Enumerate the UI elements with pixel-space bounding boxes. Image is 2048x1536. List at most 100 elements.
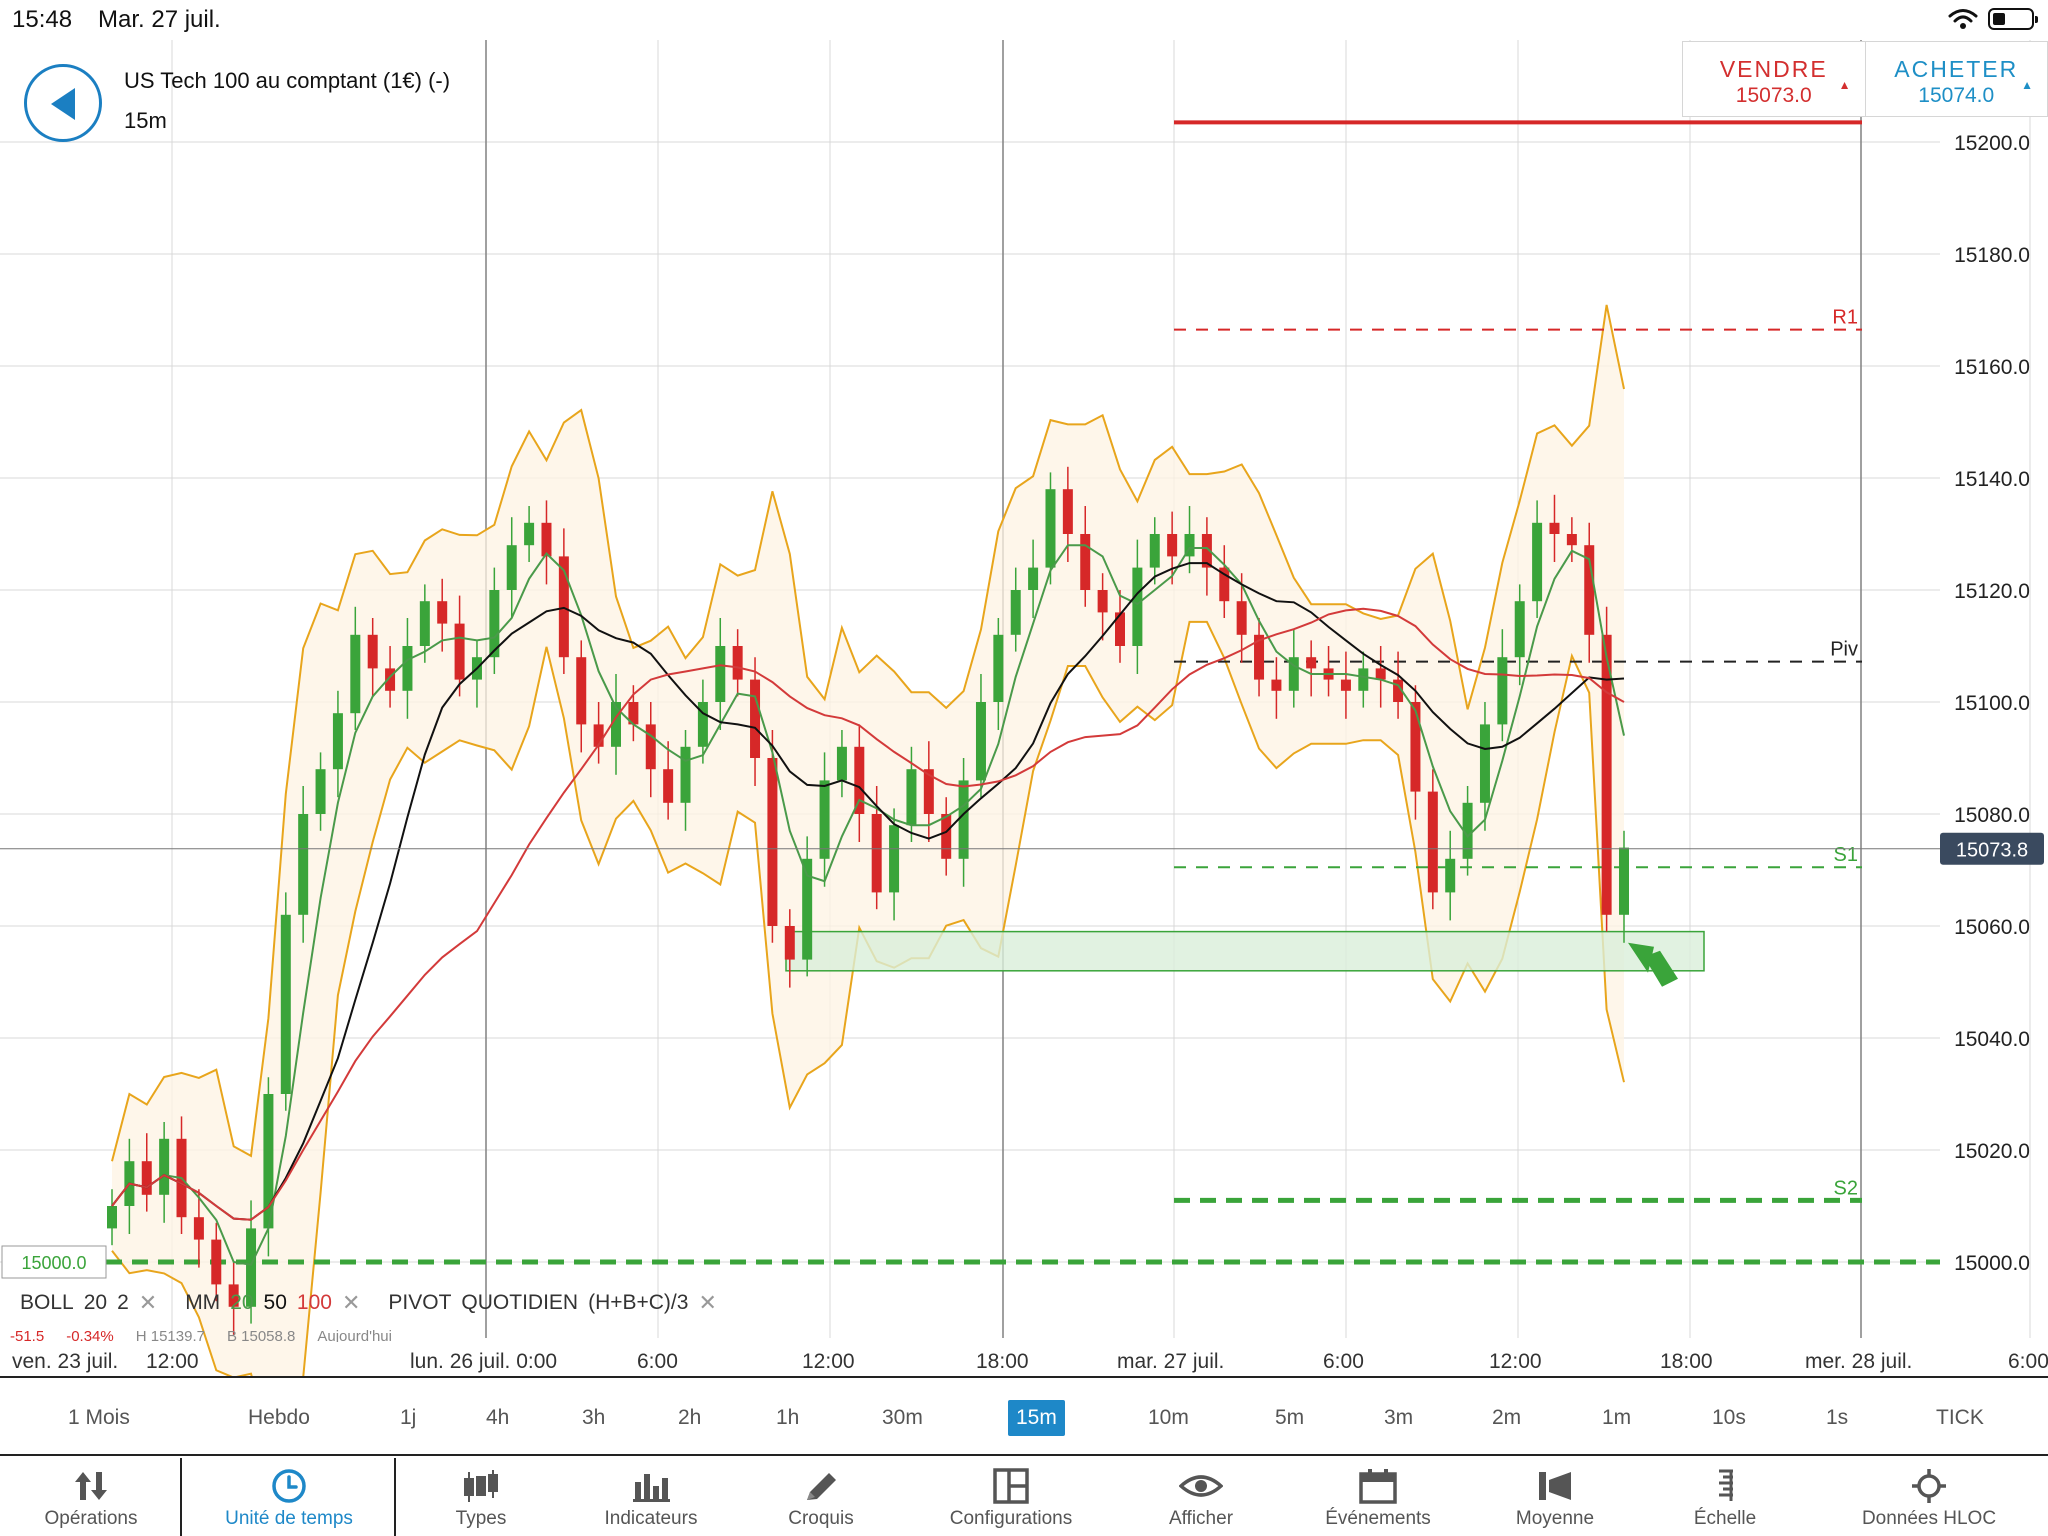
bollinger-upper-line — [111, 304, 1625, 1162]
candle-body — [437, 601, 448, 624]
candle-body — [489, 590, 500, 658]
timeframe-10s[interactable]: 10s — [1712, 1406, 1746, 1429]
candle-body — [958, 780, 969, 859]
pivot-remove-icon[interactable]: ✕ — [698, 1290, 717, 1315]
buy-button[interactable]: ACHETER 15074.0 ▲ — [1864, 42, 2048, 116]
mm100-line — [111, 607, 1625, 1221]
candle-body — [802, 858, 813, 960]
nav-events[interactable]: Événements — [1286, 1458, 1470, 1536]
change-points: -51.5 — [10, 1328, 45, 1342]
back-arrow-icon — [51, 88, 75, 120]
candle-body — [628, 702, 639, 725]
candle-body — [1532, 522, 1543, 602]
timeframe-1s[interactable]: 1s — [1826, 1406, 1849, 1429]
x-label: 6:00 — [2008, 1350, 2048, 1373]
timeframe-5m[interactable]: 5m — [1275, 1406, 1305, 1429]
candle-body — [1254, 634, 1265, 680]
timeframe-1h[interactable]: 1h — [776, 1406, 800, 1429]
mm-legend[interactable]: MM 20 50 100 ✕ — [185, 1290, 360, 1316]
y-tick-label: 15100.0 — [1954, 692, 2030, 715]
indicator-legend: BOLL 20 2 ✕ MM 20 50 100 ✕ PIVOT QUOTIDI… — [0, 1286, 745, 1320]
nav-configurations[interactable]: Configurations — [906, 1458, 1116, 1536]
candle-body — [1236, 601, 1247, 635]
candle-body — [367, 634, 378, 669]
candle-body — [541, 522, 552, 557]
candle-body — [1184, 534, 1195, 557]
nav-operations[interactable]: Opérations — [0, 1458, 182, 1536]
chart-area[interactable]: 15200.0 15180.0 15160.0 15140.0 15120.0 15100… — [0, 40, 2048, 1378]
back-button[interactable] — [24, 64, 102, 142]
candle-body — [298, 814, 309, 915]
x-label: 6:00 — [1323, 1350, 1364, 1373]
candle-body — [871, 814, 882, 893]
timeframe-4h[interactable]: 4h — [486, 1406, 510, 1429]
boll-legend[interactable]: BOLL 20 2 ✕ — [20, 1290, 157, 1316]
crosshair-icon — [1912, 1469, 1946, 1503]
nav-average[interactable]: Moyenne — [1470, 1458, 1640, 1536]
nav-label: Échelle — [1693, 1508, 1757, 1529]
candle-body — [263, 1094, 274, 1229]
buy-up-arrow-icon: ▲ — [2021, 78, 2033, 92]
nav-label: Types — [455, 1508, 507, 1529]
left-price-marker — [1, 1245, 107, 1279]
mm-remove-icon[interactable]: ✕ — [341, 1290, 361, 1315]
level-label-Piv: Piv — [1830, 639, 1858, 661]
timeframe-1m[interactable]: 1m — [1602, 1406, 1632, 1429]
nav-label: Unité de temps — [225, 1508, 353, 1529]
candle-body — [576, 657, 587, 725]
pivot-legend[interactable]: PIVOT QUOTIDIEN (H+B+C)/3 ✕ — [388, 1290, 717, 1316]
x-label: 12:00 — [1489, 1350, 1542, 1373]
nav-indicators[interactable]: Indicateurs — [566, 1458, 736, 1536]
candle-body — [524, 522, 535, 546]
timeframe-2h[interactable]: 2h — [678, 1406, 702, 1429]
time-axis: ven. 23 juil. 12:00 lun. 26 juil. 0:00 6… — [0, 1338, 2048, 1378]
nav-label: Données HLOC — [1861, 1508, 1997, 1529]
nav-scale[interactable]: Échelle — [1640, 1458, 1810, 1536]
candlestick-icon — [464, 1470, 498, 1502]
candle-body — [1028, 567, 1039, 590]
nav-drawings[interactable]: Croquis — [736, 1458, 906, 1536]
sell-button[interactable]: VENDRE 15073.0 ▲ — [1683, 42, 1865, 116]
nav-hloc-data[interactable]: Données HLOC — [1810, 1458, 2048, 1536]
mm-p3: 100 — [296, 1291, 332, 1314]
y-tick-label: 15020.0 — [1954, 1140, 2030, 1163]
level-label-R1: R1 — [1832, 307, 1858, 329]
boll-remove-icon[interactable]: ✕ — [138, 1290, 158, 1315]
timeframe-1-month[interactable]: 1 Mois — [68, 1406, 130, 1429]
candle-body — [1358, 668, 1369, 691]
nav-types[interactable]: Types — [396, 1458, 566, 1536]
timeframe-3m[interactable]: 3m — [1384, 1406, 1414, 1429]
y-tick-label: 15140.0 — [1954, 468, 2030, 491]
candle-body — [819, 780, 830, 859]
timeframe-30m[interactable]: 30m — [882, 1406, 923, 1429]
calendar-icon — [1359, 1469, 1397, 1504]
sell-price: 15073.0 — [1735, 84, 1812, 107]
level-label-S1: S1 — [1834, 844, 1858, 866]
candle-body — [767, 758, 778, 926]
candle-body — [663, 769, 674, 803]
timeframe-weekly[interactable]: Hebdo — [248, 1406, 310, 1429]
timeframe-15m[interactable]: 15m — [1008, 1400, 1065, 1436]
timeframe-3h[interactable]: 3h — [582, 1406, 606, 1429]
sell-up-arrow-icon: ▲ — [1838, 78, 1851, 92]
candle-body — [975, 702, 986, 781]
candle-body — [889, 825, 900, 893]
timeframe-10m[interactable]: 10m — [1148, 1406, 1189, 1429]
day-low: B 15058.8 — [226, 1328, 296, 1342]
x-label: 6:00 — [637, 1350, 678, 1373]
candle-body — [1427, 791, 1438, 893]
status-icons — [1948, 8, 2038, 30]
timeframe-1d[interactable]: 1j — [400, 1406, 417, 1429]
candle-body — [836, 746, 847, 781]
candle-body — [228, 1284, 239, 1307]
nav-timeframe[interactable]: Unité de temps — [182, 1458, 396, 1536]
price-chart[interactable]: 15200.0 15180.0 15160.0 15140.0 15120.0 15100… — [0, 40, 2048, 1378]
x-label: lun. 26 juil. 0:00 — [410, 1350, 558, 1373]
candle-body — [906, 769, 917, 826]
timeframe-2m[interactable]: 2m — [1492, 1406, 1522, 1429]
nav-label: Afficher — [1168, 1508, 1234, 1529]
nav-display[interactable]: Afficher — [1116, 1458, 1286, 1536]
instrument-title: US Tech 100 au comptant (1€) (-) — [124, 68, 451, 93]
timeframe-tick[interactable]: TICK — [1936, 1406, 1984, 1429]
candle-body — [784, 926, 795, 960]
